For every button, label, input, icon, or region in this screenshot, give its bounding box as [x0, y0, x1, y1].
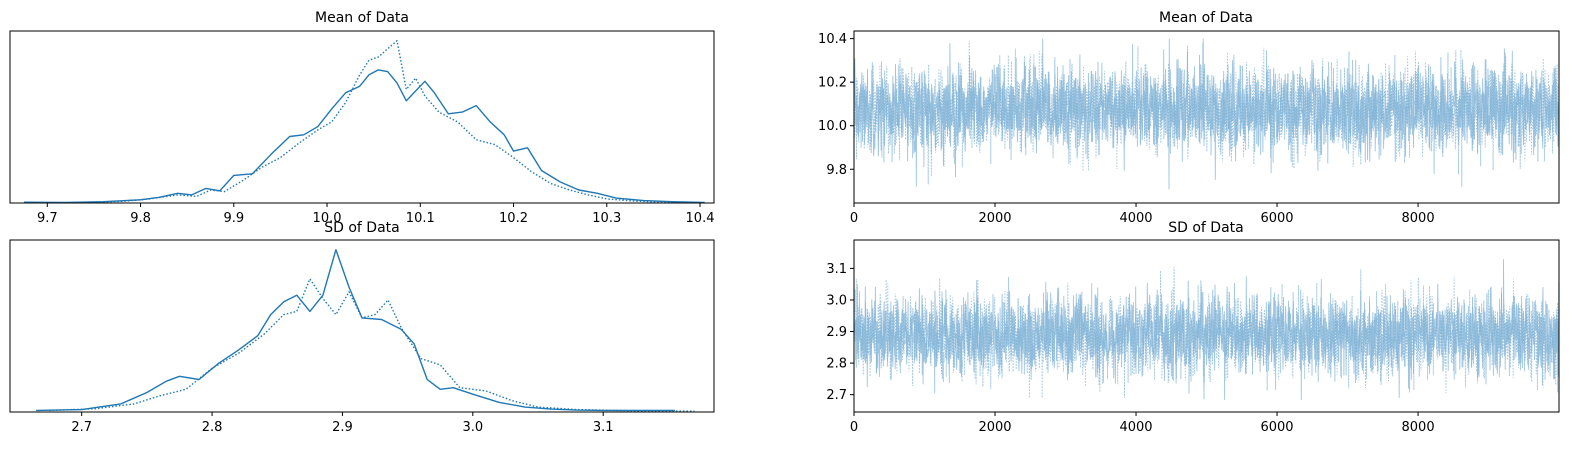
y-tick-label: 2.9: [826, 325, 847, 340]
axes-frame: [9, 239, 715, 413]
panel-mean-density: Mean of Data 9.7 9.8 9.9 10.0 10.1 10.2 10.3 10…: [9, 10, 715, 226]
axes-frame: [853, 239, 1560, 413]
y-tick-label: 10.4: [818, 32, 847, 47]
y-tick-label: 2.8: [826, 357, 847, 372]
x-tick-label: 6000: [1260, 420, 1293, 435]
panel-title: Mean of Data: [1159, 10, 1253, 26]
x-tick-label: 8000: [1402, 420, 1435, 435]
panel-title: Mean of Data: [315, 10, 409, 26]
plot-area: [36, 249, 695, 412]
density-line-chain-2: [49, 278, 695, 412]
x-tick-label: 10.1: [406, 211, 435, 226]
x-tick-label: 10.3: [592, 211, 621, 226]
x-tick-label: 3.0: [462, 420, 483, 435]
density-line-chain-1: [23, 69, 705, 204]
trace-line-chain-2: [853, 40, 1560, 187]
x-axis: 0 2000 4000 6000 8000: [850, 412, 1435, 435]
x-tick-label: 8000: [1402, 211, 1435, 226]
x-tick-label: 2000: [978, 211, 1011, 226]
panel-title: SD of Data: [1168, 220, 1244, 236]
y-tick-label: 3.1: [826, 262, 847, 277]
plot-area: [853, 38, 1560, 190]
panel-sd-density: 2.7 2.8 2.9 3.0 3.1 SD of Data: [9, 220, 715, 435]
panel-mean-trace: Mean of Data 0 2000 4000 6000 8000 9.8 10.0 10…: [818, 10, 1560, 226]
x-tick-label: 10.2: [499, 211, 528, 226]
y-tick-label: 10.0: [818, 119, 847, 134]
x-tick-label: 2000: [978, 420, 1011, 435]
y-axis: 2.7 2.8 2.9 3.0 3.1: [826, 262, 854, 403]
x-tick-label: 2.9: [332, 420, 353, 435]
x-tick-label: 10.0: [313, 211, 342, 226]
density-line-chain-2: [89, 40, 682, 204]
x-tick-label: 0: [850, 420, 858, 435]
plot-area: [853, 259, 1560, 401]
y-tick-label: 9.8: [826, 163, 847, 178]
y-tick-label: 10.2: [818, 76, 847, 91]
x-tick-label: 9.9: [223, 211, 244, 226]
y-axis: 9.8 10.0 10.2 10.4: [818, 32, 854, 178]
x-axis: 2.7 2.8 2.9 3.0 3.1: [71, 412, 614, 435]
plot-area: [23, 40, 705, 204]
panel-title: SD of Data: [324, 220, 400, 236]
panel-sd-trace: 0 2000 4000 6000 8000 2.7 2.8 2.9 3.0 3.1 SD of …: [826, 220, 1560, 435]
x-tick-label: 6000: [1260, 211, 1293, 226]
x-tick-label: 4000: [1119, 420, 1152, 435]
trace-line-chain-2: [853, 267, 1560, 398]
x-tick-label: 3.1: [593, 420, 614, 435]
x-tick-label: 0: [850, 211, 858, 226]
axes-frame: [853, 30, 1560, 204]
x-tick-label: 2.8: [202, 420, 223, 435]
x-tick-label: 9.7: [37, 211, 58, 226]
x-tick-label: 9.8: [130, 211, 151, 226]
axes-frame: [9, 30, 715, 204]
y-tick-label: 2.7: [826, 388, 847, 403]
x-axis: 0 2000 4000 6000 8000: [850, 203, 1435, 226]
x-tick-label: 2.7: [71, 420, 92, 435]
y-tick-label: 3.0: [826, 293, 847, 308]
x-tick-label: 4000: [1119, 211, 1152, 226]
density-line-chain-1: [36, 249, 675, 412]
x-axis: 9.7 9.8 9.9 10.0 10.1 10.2 10.3 10.4: [37, 203, 715, 226]
x-tick-label: 10.4: [686, 211, 715, 226]
